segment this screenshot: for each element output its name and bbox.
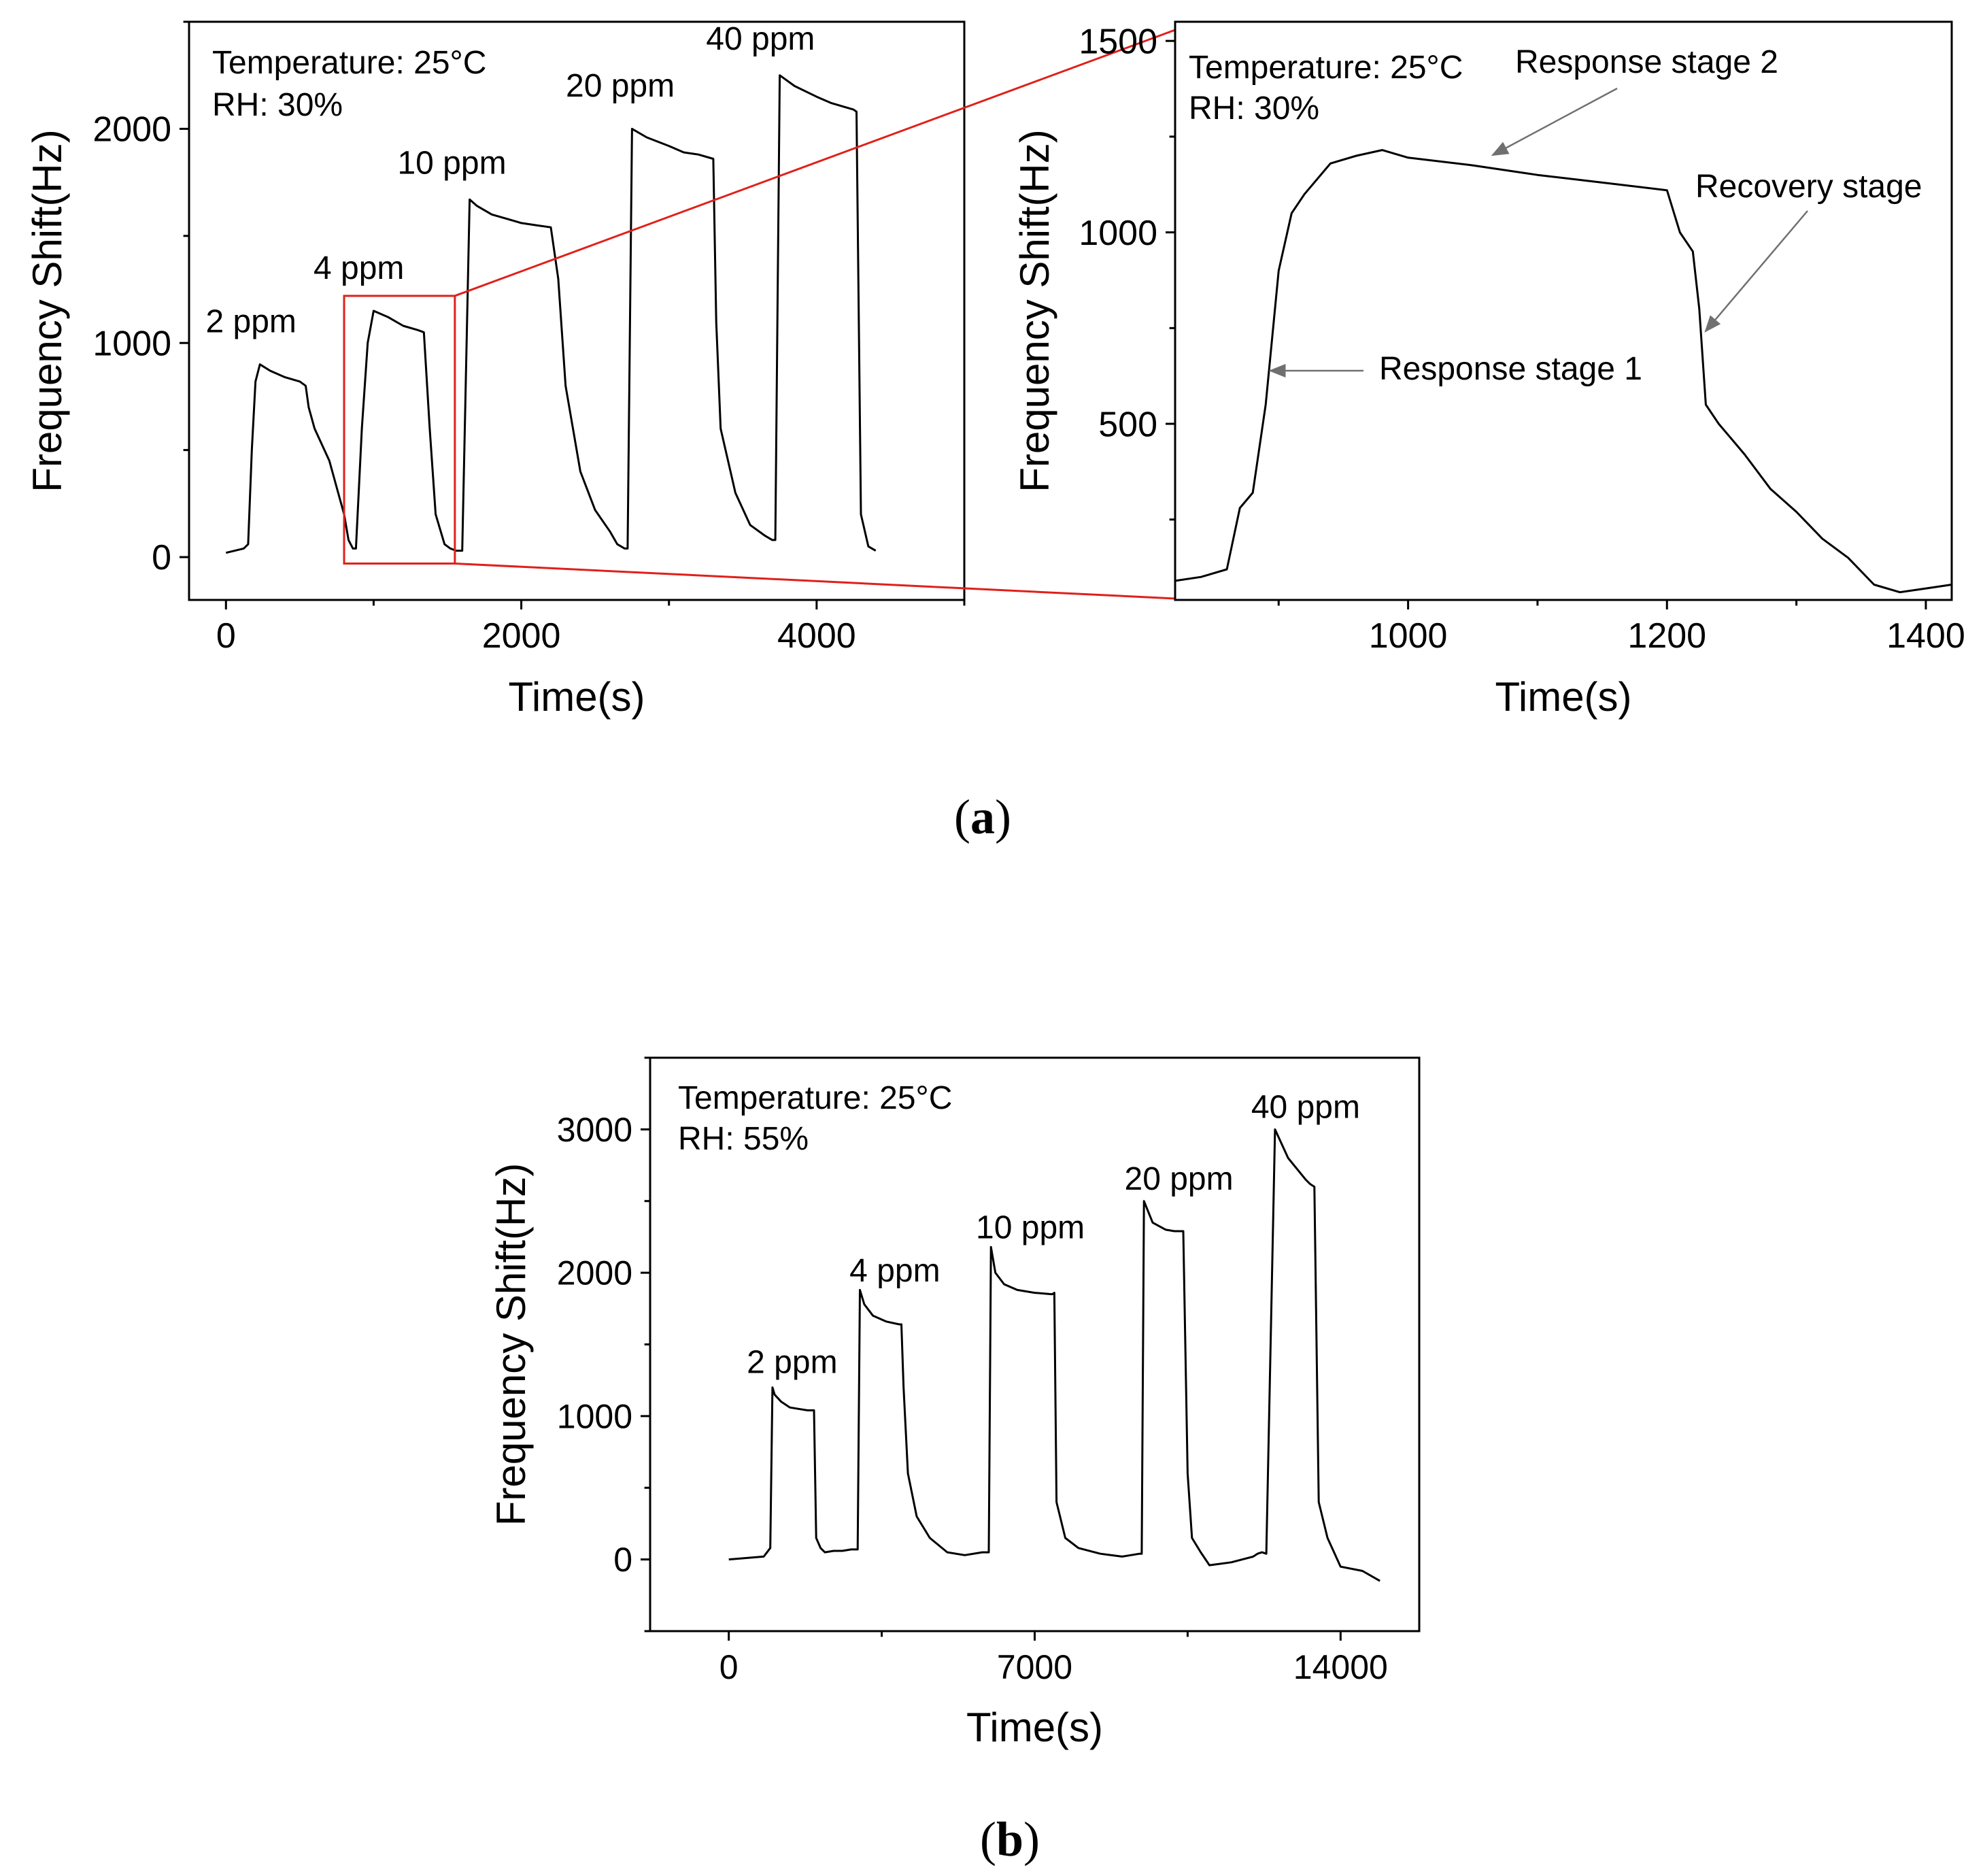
stage-arrow: [1704, 210, 1808, 333]
panel-a-label-open: (: [954, 790, 970, 844]
chart-b: 0 7000 14000 0 1000 2000 3000 Time(s) Frequency …: [488, 1056, 1421, 1750]
series-line: [225, 74, 877, 554]
y-axis-title: Frequency Shift(Hz): [1012, 129, 1057, 492]
y-tick-label: 1000: [557, 1397, 632, 1435]
condition-annotation: RH: 30%: [1189, 90, 1319, 127]
condition-annotation: RH: 30%: [212, 87, 343, 123]
y-tick-label: 1000: [92, 324, 171, 363]
x-tick-label: 2000: [482, 616, 561, 656]
panel-a-label: (a): [954, 790, 1011, 844]
chart-a-left: 0 2000 4000 0 1000 2000 Time(s) Frequency Shift…: [24, 20, 1176, 720]
panel-b-label-open: (: [980, 1812, 996, 1866]
condition-annotation: Temperature: 25°C: [678, 1080, 952, 1116]
plots-layer: 0 2000 4000 0 1000 2000 Time(s) Frequency Shift…: [24, 20, 1965, 1750]
x-axis-title: Time(s): [508, 674, 645, 720]
y-tick-label: 2000: [557, 1254, 632, 1292]
condition-annotation: RH: 55%: [678, 1121, 809, 1157]
series-line: [1174, 149, 1952, 594]
y-tick-label: 3000: [557, 1111, 632, 1149]
stage-annotation: Recovery stage: [1695, 169, 1922, 205]
stage-arrow: [1491, 87, 1618, 156]
concentration-label: 4 ppm: [313, 250, 404, 286]
y-tick-label: 0: [152, 538, 171, 577]
condition-annotation: Temperature: 25°C: [1189, 50, 1463, 86]
zoom-box: [343, 295, 456, 565]
chart-a-right: 1000 1200 1400 500 1000 1500 Time(s) Frequency …: [1012, 20, 1965, 720]
concentration-label: 40 ppm: [706, 21, 815, 57]
y-tick-label: 500: [1098, 405, 1157, 444]
x-tick-label: 0: [719, 1648, 739, 1686]
x-tick-label: 1200: [1627, 616, 1706, 656]
y-tick-label: 1000: [1079, 214, 1157, 253]
y-axis-title: Frequency Shift(Hz): [488, 1163, 534, 1526]
concentration-label: 20 ppm: [566, 68, 675, 104]
panel-b-label-letter: b: [996, 1812, 1023, 1866]
plot-frame: [188, 20, 966, 601]
concentration-label: 2 ppm: [205, 303, 296, 339]
x-tick-label: 1400: [1886, 616, 1965, 656]
x-tick-label: 4000: [777, 616, 856, 656]
concentration-label: 40 ppm: [1251, 1090, 1360, 1126]
x-tick-label: 7000: [997, 1648, 1072, 1686]
stage-annotation: Response stage 2: [1515, 44, 1778, 80]
concentration-label: 10 ppm: [397, 146, 506, 182]
x-tick-label: 0: [216, 616, 236, 656]
condition-annotation: Temperature: 25°C: [212, 45, 486, 81]
concentration-label: 20 ppm: [1125, 1161, 1234, 1197]
panel-a-label-close: ): [995, 790, 1011, 844]
x-tick-label: 1000: [1369, 616, 1448, 656]
zoom-connector-top: [454, 29, 1176, 297]
series-line: [728, 1128, 1380, 1582]
plot-frame: [1174, 20, 1953, 601]
panel-b-label: (b): [980, 1812, 1040, 1866]
panel-a-label-letter: a: [970, 790, 995, 844]
stage-annotation: Response stage 1: [1379, 351, 1642, 387]
x-tick-label: 14000: [1293, 1648, 1388, 1686]
y-tick-label: 2000: [92, 110, 171, 150]
panel-b-label-close: ): [1023, 1812, 1040, 1866]
concentration-label: 10 ppm: [976, 1210, 1085, 1246]
x-axis-title: Time(s): [1495, 674, 1631, 720]
concentration-label: 2 ppm: [747, 1345, 837, 1381]
zoom-connector-bottom: [454, 562, 1176, 600]
y-tick-label: 0: [613, 1541, 632, 1579]
concentration-label: 4 ppm: [849, 1253, 940, 1289]
y-axis-title: Frequency Shift(Hz): [24, 129, 70, 492]
x-axis-title: Time(s): [966, 1705, 1103, 1750]
y-tick-label: 1500: [1079, 22, 1157, 61]
